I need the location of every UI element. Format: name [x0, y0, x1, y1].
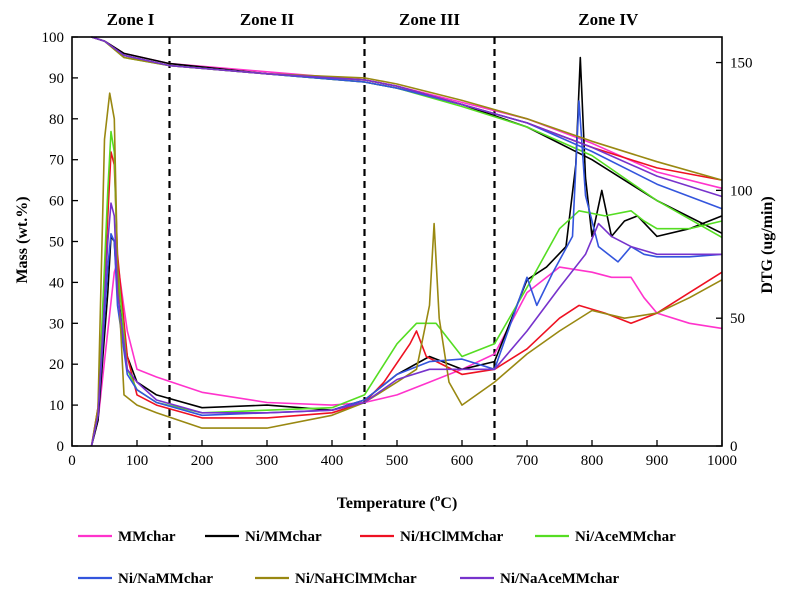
- x-axis-label: Temperature (oC): [337, 492, 458, 512]
- y-left-tick-label: 0: [57, 439, 65, 455]
- y-right-tick-label: 50: [730, 311, 745, 327]
- y-left-tick-label: 30: [49, 316, 64, 332]
- mass-curve: [91, 36, 723, 181]
- y-left-tick-label: 40: [49, 275, 64, 291]
- x-tick-label: 500: [386, 453, 409, 469]
- y-left-tick-label: 60: [49, 194, 64, 210]
- series-layer: [90, 36, 723, 447]
- x-tick-label: 1000: [707, 453, 737, 469]
- y-axis-right-label: DTG (ug/min): [759, 196, 776, 293]
- mass-curve: [91, 36, 723, 198]
- legend: MMchar Ni/MMchar Ni/HClMMchar Ni/AceMMchar N…: [78, 529, 676, 587]
- legend-label: MMchar: [118, 529, 176, 545]
- x-tick-label: 300: [256, 453, 279, 469]
- x-tick-label: 400: [321, 453, 344, 469]
- x-tick-label: 900: [646, 453, 669, 469]
- x-tick-label: 100: [126, 453, 149, 469]
- y-right-tick-label: 150: [730, 56, 753, 72]
- dtg-curve: [90, 92, 723, 447]
- legend-label: Ni/HClMMchar: [400, 529, 504, 545]
- y-left-tick-label: 70: [49, 153, 64, 169]
- y-left-tick-label: 50: [49, 235, 64, 251]
- zone-label: Zone II: [240, 10, 295, 29]
- mass-curve: [91, 36, 723, 181]
- y-left-tick-label: 20: [49, 357, 64, 373]
- ticks-layer: 0 100 200 300 400 500 600 700 800 900 100001020304…: [42, 30, 753, 469]
- x-tick-label: 800: [581, 453, 604, 469]
- y-left-tick-label: 10: [49, 398, 64, 414]
- x-tick-label: 200: [191, 453, 214, 469]
- mass-curve: [91, 36, 723, 190]
- zone-label: Zone III: [399, 10, 460, 29]
- y-right-tick-label: 100: [730, 183, 753, 199]
- x-tick-label: 600: [451, 453, 474, 469]
- legend-label: Ni/NaHClMMchar: [295, 571, 417, 587]
- y-left-tick-label: 90: [49, 71, 64, 87]
- zone-layer: Zone I Zone II Zone III Zone IV: [107, 10, 639, 446]
- mass-curve: [91, 36, 723, 210]
- zone-label: Zone IV: [578, 10, 639, 29]
- x-tick-label: 700: [516, 453, 539, 469]
- dtg-curve: [90, 261, 723, 447]
- dtg-curve: [90, 202, 722, 447]
- x-tick-label: 0: [68, 453, 76, 469]
- legend-label: Ni/AceMMchar: [575, 529, 676, 545]
- y-left-tick-label: 80: [49, 112, 64, 128]
- dtg-curve: [90, 151, 723, 447]
- y-right-tick-label: 0: [730, 439, 738, 455]
- y-axis-left-label: Mass (wt.%): [14, 196, 31, 283]
- dtg-curve: [90, 130, 723, 447]
- legend-label: Ni/NaMMchar: [118, 571, 213, 587]
- y-left-tick-label: 100: [42, 30, 65, 46]
- legend-label: Ni/NaAceMMchar: [500, 571, 619, 587]
- legend-label: Ni/MMchar: [245, 529, 322, 545]
- zone-label: Zone I: [107, 10, 155, 29]
